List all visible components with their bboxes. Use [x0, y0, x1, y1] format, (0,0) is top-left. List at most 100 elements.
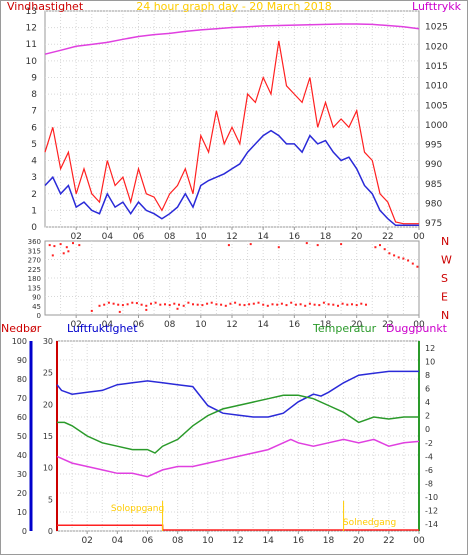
x-tick-label: 12: [226, 232, 237, 242]
rain-label: Nedbør: [1, 322, 42, 335]
x-tick-label: 14: [257, 320, 269, 330]
direction-point: [332, 303, 335, 306]
direction-point: [135, 302, 138, 305]
direction-point: [262, 303, 265, 306]
direction-point: [294, 303, 297, 306]
x-tick-label: 18: [323, 536, 335, 546]
pressure-tick-label: 995: [425, 141, 442, 151]
wind-time-ticks: 02 04 06 08 10 12 14 16 18 20 22 00: [70, 227, 425, 242]
direction-point: [280, 302, 283, 305]
x-tick-label: 20: [351, 320, 363, 330]
direction-point: [168, 304, 171, 307]
x-tick-label: 06: [133, 232, 145, 242]
compass-label: S: [441, 272, 448, 285]
direction-point: [248, 303, 251, 306]
rain-tick-label: 60: [17, 413, 27, 422]
humidity-tick-label: 0: [48, 527, 53, 536]
direction-point: [276, 303, 279, 306]
x-tick-label: 02: [70, 232, 81, 242]
rain-tick-label: 70: [17, 394, 27, 403]
x-tick-label: 02: [70, 320, 81, 330]
wind-tick-label: 3: [31, 173, 37, 183]
wind-line: [44, 129, 419, 227]
direction-point: [118, 310, 121, 313]
direction-point: [48, 244, 51, 247]
rain-tick-label: 90: [17, 356, 27, 365]
rain-tick-label: 0: [22, 527, 27, 536]
direction-point: [206, 302, 209, 305]
sun-markers: Soloppgang Solnedgang: [111, 501, 396, 531]
x-tick-label: 18: [320, 320, 332, 330]
humidity-tick-label: 30: [43, 337, 53, 346]
wind-tick-label: 13: [26, 7, 37, 17]
direction-point: [304, 304, 307, 307]
direction-point: [290, 301, 293, 304]
direction-point: [210, 301, 213, 304]
direction-point: [316, 244, 319, 247]
temperature-tick-label: -6: [425, 466, 433, 475]
pressure-tick-label: 1015: [425, 62, 448, 72]
temperature-tick-label: 0: [425, 425, 430, 434]
direction-point: [126, 303, 129, 306]
degree-tick-label: 0: [37, 312, 41, 320]
x-tick-label: 06: [133, 320, 145, 330]
pressure-ticks: 975 980 985 990 995 1000 1005 1010 1015 1020 1025: [425, 23, 448, 229]
compass-label: E: [441, 291, 448, 304]
x-tick-label: 10: [195, 320, 207, 330]
direction-point: [243, 304, 246, 307]
x-tick-label: 02: [81, 536, 92, 546]
compass-label: N: [441, 309, 449, 322]
direction-point: [374, 246, 377, 249]
direction-point: [140, 303, 143, 306]
temperature-line: [57, 394, 419, 454]
direction-point: [164, 303, 166, 306]
wind-tick-label: 6: [31, 123, 37, 133]
direction-point: [150, 302, 152, 305]
direction-point: [397, 256, 400, 259]
direction-point: [154, 301, 157, 304]
temperature-tick-label: -8: [425, 480, 433, 489]
direction-point: [407, 259, 410, 262]
rain-tick-label: 40: [17, 451, 27, 460]
direction-point: [285, 304, 288, 307]
x-tick-label: 00: [413, 320, 425, 330]
temperature-tick-label: -4: [425, 452, 433, 461]
direction-point: [53, 245, 56, 248]
direction-point: [402, 257, 405, 260]
x-tick-label: 04: [102, 320, 114, 330]
x-tick-label: 00: [413, 536, 425, 546]
direction-point: [159, 303, 162, 306]
x-tick-label: 14: [257, 232, 269, 242]
wind-tick-label: 2: [31, 190, 37, 200]
pressure-line: [44, 23, 420, 55]
direction-point: [182, 304, 185, 307]
pressure-tick-label: 1000: [425, 121, 448, 131]
degree-tick-label: 135: [28, 284, 41, 292]
direction-point: [201, 304, 204, 307]
direction-point: [229, 302, 232, 305]
temperature-tick-label: -14: [425, 520, 438, 529]
x-tick-label: 10: [202, 536, 214, 546]
direction-point: [187, 301, 190, 304]
temperature-tick-label: 4: [425, 398, 430, 407]
direction-point: [337, 304, 339, 307]
temperature-tick-label: 6: [425, 385, 430, 394]
humidity-ticks: 0 5 10 15 20 25 30: [43, 337, 53, 536]
pressure-tick-label: 975: [425, 219, 442, 229]
x-tick-label: 16: [289, 320, 301, 330]
temperature-tick-label: 2: [425, 412, 430, 421]
x-tick-label: 08: [164, 232, 176, 242]
pressure-tick-label: 985: [425, 180, 442, 190]
gust-line: [44, 40, 419, 225]
wind-tick-label: 7: [31, 107, 37, 117]
pressure-tick-label: 1005: [425, 101, 448, 111]
degree-tick-label: 315: [28, 247, 41, 255]
direction-point: [341, 302, 344, 305]
direction-point: [59, 243, 62, 246]
